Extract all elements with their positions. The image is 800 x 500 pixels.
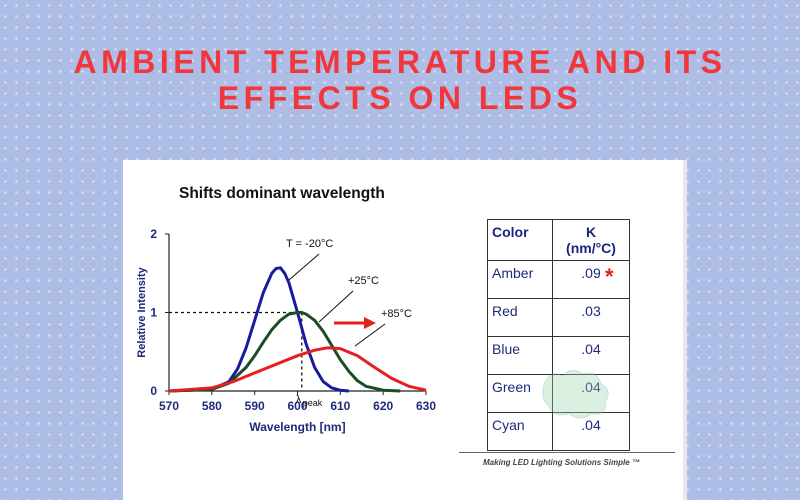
series-arrow-3 — [354, 323, 386, 347]
header-color: Color — [487, 219, 553, 261]
series-label-1: T = -20°C — [286, 238, 333, 250]
x-tick-label: 620 — [373, 399, 393, 413]
series-arrow-2 — [318, 290, 354, 323]
row-color: Cyan — [487, 412, 553, 451]
series-line-3 — [168, 346, 427, 393]
footer-divider — [459, 452, 675, 453]
header-k-label: K — [585, 224, 597, 240]
x-axis-label: Wavelength [nm] — [249, 420, 345, 434]
x-tick-label: 570 — [159, 399, 179, 413]
x-tick-label: 590 — [245, 399, 265, 413]
peak-label-sub: peak — [303, 398, 323, 408]
x-tick-label: 610 — [330, 399, 350, 413]
row-color: Blue — [487, 336, 553, 375]
header-k-unit: (nm/°C) — [566, 240, 616, 256]
row-k: .03 — [552, 298, 630, 337]
header-k: K (nm/°C) — [552, 219, 630, 261]
table-row: Blue .04 — [487, 336, 630, 375]
page-headline: AMBIENT TEMPERATURE AND ITS EFFECTS ON L… — [73, 44, 727, 116]
row-k: .04 — [552, 336, 630, 375]
y-tick-label: 2 — [150, 227, 157, 241]
table-row: Cyan .04 — [487, 412, 630, 451]
amber-note-marker: * — [605, 264, 614, 289]
row-k: .04 — [552, 412, 630, 451]
x-tick-label: 580 — [202, 399, 222, 413]
y-tick-label: 0 — [150, 384, 157, 398]
wavelength-chart: 570 580 590 600 610 620 630 0 1 2 Wavelength [nm] R… — [136, 227, 436, 434]
x-tick-label: 630 — [416, 399, 436, 413]
peak-label: λ — [296, 394, 302, 406]
slide-edge — [683, 160, 687, 500]
y-axis-label: Relative Intensity — [136, 266, 148, 357]
row-color: Amber — [487, 260, 553, 299]
series-arrow-1 — [288, 253, 320, 281]
series-label-3: +85°C — [381, 308, 412, 320]
row-color: Red — [487, 298, 553, 337]
table-row: Amber .09 — [487, 260, 630, 299]
y-tick-label: 1 — [150, 306, 157, 320]
table-header-row: Color K (nm/°C) — [487, 219, 630, 261]
series-label-2: +25°C — [348, 275, 379, 287]
chart-title: Shifts dominant wavelength — [179, 185, 385, 202]
series-line-1 — [168, 266, 350, 393]
shift-arrow-head — [364, 317, 376, 329]
footer-tagline: Making LED Lighting Solutions Simple ™ — [483, 458, 640, 467]
k-coefficient-table: Color K (nm/°C) Amber .09 Red .03 Blue .04 G… — [487, 219, 630, 451]
x-tick-label: 600 — [287, 399, 307, 413]
row-k: .09 — [552, 260, 630, 299]
puzzle-watermark-icon — [542, 370, 609, 419]
slide-panel: Shifts dominant wavelength 570 580 590 600 6… — [123, 160, 683, 500]
table-row: Red .03 — [487, 298, 630, 337]
series-line-2 — [168, 311, 401, 393]
